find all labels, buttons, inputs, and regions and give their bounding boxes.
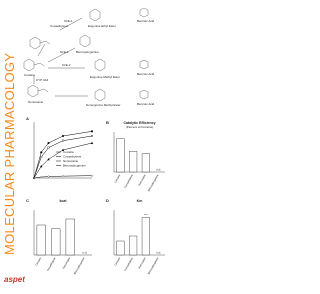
- panel-label: D: [106, 198, 109, 203]
- enzyme-label: hCE-2: [62, 63, 71, 67]
- molecule: [139, 59, 149, 70]
- compound-label: Benzoic Acid: [137, 72, 155, 76]
- molecule: [139, 89, 149, 100]
- panel-label: C: [26, 198, 29, 203]
- point: [61, 174, 65, 178]
- legend-label: Cocaine: [63, 150, 74, 154]
- publisher-logo: aspet: [4, 275, 25, 284]
- bar: [51, 228, 61, 256]
- bar: [141, 153, 150, 173]
- molecule: [94, 58, 106, 72]
- annotation: n.d.: [82, 251, 87, 255]
- cover: MOLECULAR PHARMACOLOGY aspet Cocaethylen…: [2, 7, 165, 284]
- x-tick-label: Norcocaine: [138, 256, 147, 269]
- point: [91, 135, 93, 137]
- x-tick-label: Cocaine: [114, 256, 121, 266]
- bar: [116, 138, 125, 173]
- point: [40, 156, 43, 158]
- point: [62, 139, 64, 142]
- compound-label: Cocaethylene: [50, 24, 69, 28]
- molecule: [89, 8, 101, 22]
- legend-label: Norcocaine: [63, 159, 79, 163]
- point: [47, 175, 50, 178]
- x-tick-label: Norcocaine: [138, 173, 147, 186]
- compound-label: Ecgonine Methyl Ester: [90, 75, 120, 79]
- bar: [129, 151, 138, 173]
- x-tick-label: Cocaine: [35, 256, 42, 266]
- point: [47, 158, 50, 161]
- x-tick-label: Cocaethylene: [124, 256, 135, 271]
- x-tick-label: Norcocaine: [62, 256, 71, 269]
- point: [90, 174, 94, 177]
- molecule: [94, 88, 106, 102]
- enzyme-label: hCE-1: [60, 50, 69, 54]
- compound-label: Norcocaine: [28, 100, 44, 104]
- point: [47, 141, 50, 145]
- point: [32, 176, 36, 180]
- enzyme-label: hCE-1: [64, 19, 73, 23]
- point: [90, 141, 94, 144]
- x-tick-label: Cocaethylene: [46, 256, 57, 271]
- journal-title: MOLECULAR PHARMACOLOGY: [2, 53, 17, 255]
- legend-label: Cocaethylene: [63, 155, 82, 159]
- molecule: [139, 7, 149, 18]
- x-tick-label: Cocaine: [114, 173, 121, 183]
- compound-label: Benzoic Acid: [137, 102, 155, 106]
- legend-label: Benzoylecgonine: [63, 164, 86, 168]
- point: [61, 134, 65, 138]
- molecule: [79, 34, 91, 48]
- compound-label: Ecgonine Ethyl Ester: [88, 24, 116, 28]
- molecule: [27, 84, 49, 98]
- chart-title: kcat: [59, 199, 67, 203]
- arrow: [47, 47, 76, 63]
- scheme: [23, 7, 149, 102]
- bar: [129, 235, 138, 256]
- bar: [141, 217, 150, 256]
- bar: [36, 224, 46, 256]
- point: [47, 146, 50, 149]
- annotation: ***: [144, 213, 148, 217]
- point: [61, 148, 65, 151]
- enzyme-label: CYP 3A4: [36, 78, 49, 82]
- compound-label: Cocaine: [24, 73, 35, 77]
- point: [40, 151, 43, 154]
- point: [90, 130, 94, 133]
- chart-subtitle: (Percent of Cocaine): [126, 125, 154, 129]
- point: [39, 165, 43, 168]
- panel-label: A: [26, 116, 29, 121]
- compound-label: Benzoic Acid: [137, 19, 155, 23]
- point: [40, 175, 43, 179]
- molecule: [29, 36, 51, 50]
- compound-label: Norecgonine Methyl Ester: [86, 103, 121, 107]
- annotation: n.d.: [156, 251, 161, 255]
- chart-title: Catalytic Efficiency: [123, 121, 155, 125]
- arrow: [59, 17, 83, 31]
- compound-label: Benzoylecgonine: [76, 50, 99, 54]
- panel-label: B: [106, 120, 109, 125]
- chart-title: Km: [137, 199, 143, 203]
- molecule: [23, 58, 45, 72]
- annotation: n.d.: [156, 168, 161, 172]
- bar: [116, 240, 125, 256]
- bar: [65, 218, 75, 256]
- arrow: [37, 43, 46, 57]
- x-tick-label: Cocaethylene: [124, 173, 135, 188]
